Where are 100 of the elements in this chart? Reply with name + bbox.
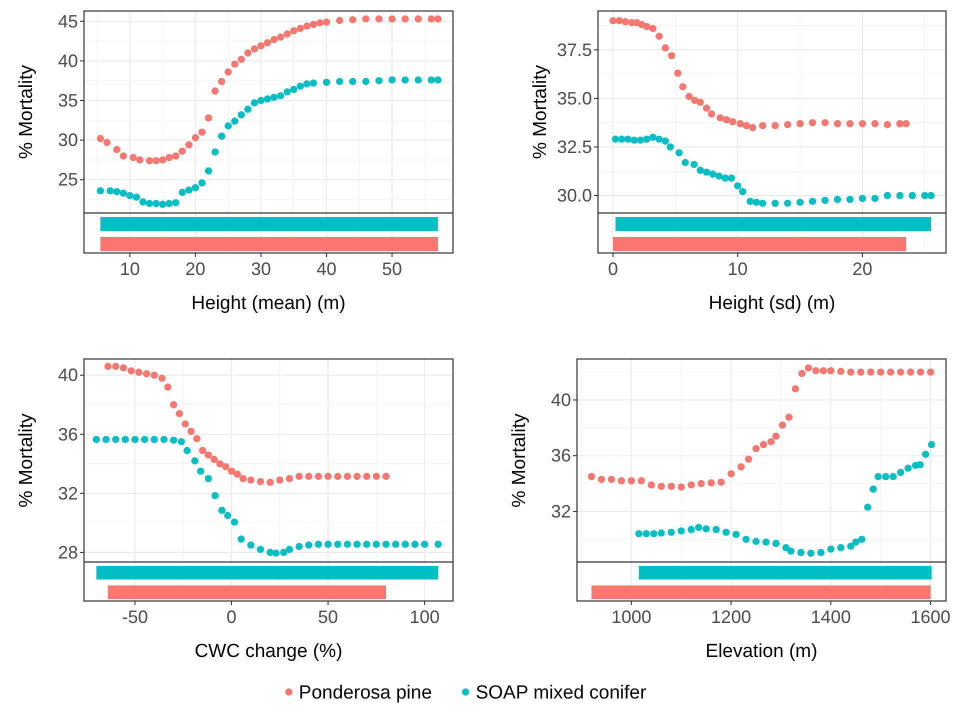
- point: [204, 114, 212, 122]
- point: [643, 136, 650, 143]
- point: [712, 526, 720, 534]
- point: [222, 463, 230, 470]
- point: [224, 512, 232, 520]
- point: [185, 186, 192, 194]
- point: [146, 200, 154, 208]
- point: [113, 188, 120, 196]
- point: [688, 481, 695, 489]
- y-tick-label: 40: [58, 365, 78, 386]
- point: [178, 188, 186, 196]
- y-tick-label: 37.5: [556, 40, 592, 60]
- point: [113, 146, 120, 154]
- x-tick-label: 30: [250, 259, 271, 279]
- point: [132, 194, 140, 201]
- point: [434, 15, 442, 23]
- point: [204, 167, 212, 175]
- point: [884, 121, 891, 128]
- x-tick-label: 50: [318, 607, 338, 627]
- point: [402, 540, 409, 548]
- point: [176, 410, 183, 418]
- point: [305, 541, 312, 549]
- point: [344, 540, 351, 548]
- point: [739, 188, 746, 196]
- x-tick-label: 1000: [611, 607, 652, 627]
- point: [392, 540, 400, 548]
- point: [191, 457, 198, 464]
- point: [372, 472, 380, 480]
- point: [787, 548, 795, 555]
- point: [303, 22, 310, 30]
- point: [257, 42, 265, 50]
- point: [112, 436, 120, 444]
- point: [902, 120, 910, 128]
- point: [112, 362, 120, 370]
- x-tick-label: 10: [728, 259, 748, 279]
- point: [349, 16, 356, 24]
- point: [797, 548, 804, 556]
- point: [228, 468, 236, 475]
- point: [767, 438, 775, 446]
- point: [742, 122, 750, 130]
- point: [847, 542, 854, 550]
- point: [635, 530, 642, 538]
- point: [212, 492, 219, 500]
- point: [837, 368, 844, 375]
- point: [678, 483, 685, 491]
- point: [752, 198, 760, 206]
- point: [896, 192, 904, 200]
- point: [375, 15, 383, 23]
- point: [897, 468, 904, 476]
- point: [928, 440, 936, 448]
- point: [688, 526, 695, 534]
- y-tick-label: 25: [58, 170, 78, 190]
- y-tick-label: 36: [58, 424, 78, 444]
- point: [152, 200, 160, 208]
- point: [131, 436, 139, 444]
- legend-label: Ponderosa pine: [298, 682, 432, 704]
- point: [284, 30, 291, 38]
- x-tick-label: 20: [852, 259, 872, 279]
- point: [782, 544, 790, 552]
- point: [666, 143, 674, 151]
- point: [266, 478, 274, 486]
- point: [218, 78, 226, 86]
- point: [732, 530, 740, 538]
- point: [696, 98, 704, 106]
- point: [198, 446, 206, 454]
- point: [172, 199, 180, 206]
- point: [668, 528, 675, 536]
- point: [382, 472, 390, 480]
- point: [642, 530, 650, 538]
- point: [286, 546, 294, 554]
- point: [656, 32, 663, 40]
- point: [305, 472, 312, 480]
- point: [658, 529, 665, 537]
- point: [887, 368, 894, 376]
- point: [277, 92, 284, 100]
- point: [303, 80, 310, 88]
- point: [414, 15, 422, 23]
- point: [896, 120, 904, 128]
- point: [926, 368, 934, 376]
- point: [702, 104, 710, 112]
- point: [817, 548, 824, 556]
- point: [204, 451, 212, 459]
- point: [916, 368, 924, 376]
- point: [727, 470, 735, 478]
- point: [722, 116, 730, 124]
- point: [244, 49, 252, 57]
- point: [772, 122, 779, 130]
- point: [618, 136, 626, 143]
- point: [904, 464, 912, 472]
- point: [752, 538, 760, 545]
- point: [102, 436, 110, 444]
- point: [784, 200, 792, 207]
- point: [679, 83, 686, 90]
- x-tick-label: -50: [122, 607, 148, 627]
- point: [827, 367, 834, 374]
- point: [334, 472, 342, 480]
- point: [250, 45, 258, 53]
- point: [616, 17, 623, 24]
- point: [316, 19, 324, 26]
- point: [198, 179, 206, 186]
